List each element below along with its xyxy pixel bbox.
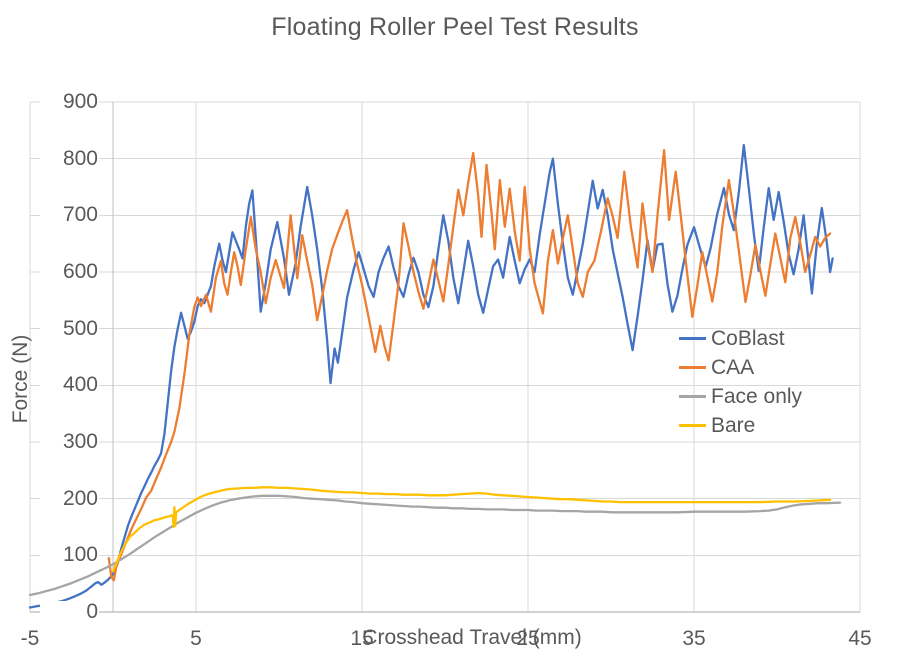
legend-marker xyxy=(679,395,706,398)
y-tick-label: 100 xyxy=(40,544,99,567)
x-tick-label: 5 xyxy=(190,627,202,650)
legend: CoBlast CAA Face only Bare xyxy=(679,324,802,440)
x-tick-label: -5 xyxy=(20,627,40,650)
legend-item-caa: CAA xyxy=(679,353,802,382)
y-axis-title: Force (N) xyxy=(9,334,32,424)
x-axis-title: Crosshead Travel (mm) xyxy=(362,626,582,649)
y-tick-label: 200 xyxy=(40,487,99,510)
y-tick-label: 500 xyxy=(40,317,99,340)
legend-marker xyxy=(679,366,706,369)
y-tick-label: 800 xyxy=(40,147,99,170)
y-tick-label: 400 xyxy=(40,374,99,397)
series-line-caa xyxy=(107,149,832,582)
y-tick-label: 0 xyxy=(40,601,99,623)
legend-label: Face only xyxy=(711,384,803,408)
legend-label: CoBlast xyxy=(711,326,785,350)
x-tick-label: 35 xyxy=(682,627,706,650)
legend-marker xyxy=(679,337,706,340)
x-tick-label: 15 xyxy=(350,627,374,650)
x-tick-label: 45 xyxy=(848,627,872,650)
series-line-face-only xyxy=(28,494,842,597)
legend-item-face-only: Face only xyxy=(679,382,802,411)
y-tick-label: 600 xyxy=(40,261,99,283)
y-tick-label: 700 xyxy=(40,204,99,227)
legend-label: Bare xyxy=(711,413,756,437)
y-tick-label: 300 xyxy=(40,431,99,453)
chart-title: Floating Roller Peel Test Results xyxy=(271,13,639,41)
x-tick-label: 25 xyxy=(516,627,540,650)
legend-marker xyxy=(679,424,706,427)
series-line-bare xyxy=(111,486,832,573)
legend-item-bare: Bare xyxy=(679,411,802,440)
legend-label: CAA xyxy=(711,355,755,379)
legend-item-coblast: CoBlast xyxy=(679,324,802,353)
y-tick-label: 900 xyxy=(40,91,99,113)
